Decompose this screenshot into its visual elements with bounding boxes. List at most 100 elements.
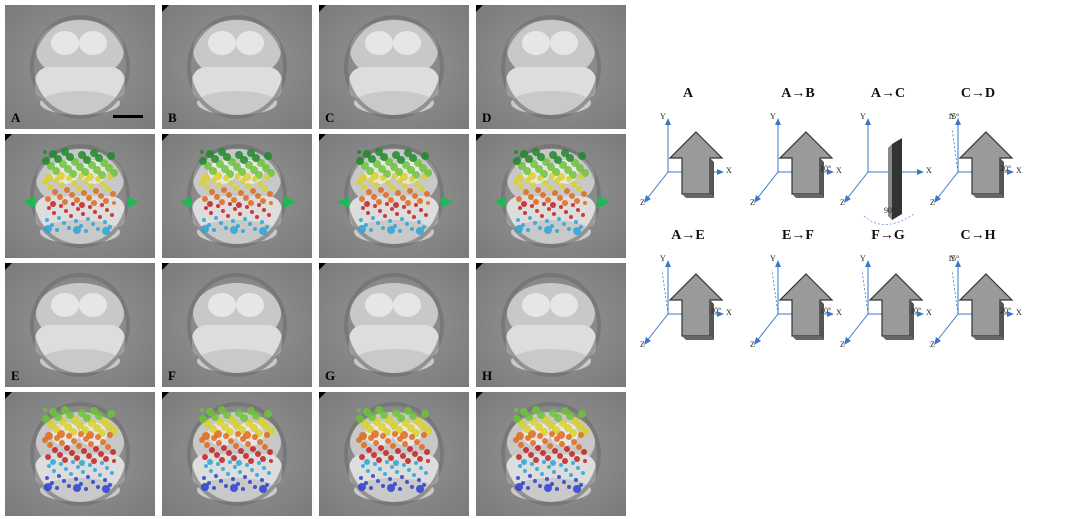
x-axis-label: X: [1016, 308, 1022, 317]
orientation-diagram-c-to-h: C→H Y X Z 20° 15°: [928, 228, 1028, 368]
orientation-diagram-a-to-c: A→C Y X Z 90°: [838, 86, 938, 226]
model-overlay-panel-a: [5, 134, 155, 258]
x-axis-label: X: [926, 166, 932, 175]
diagram-title: E→F: [782, 228, 814, 243]
electron-micrograph-panel-grid: A B C D: [5, 5, 626, 516]
z-axis-label: Z: [930, 340, 935, 349]
x-axis-label: X: [726, 308, 732, 317]
model-overlay-panel-h: [476, 392, 626, 516]
z-axis-label: Z: [640, 340, 645, 349]
corner-marker: [476, 5, 483, 12]
x-axis-label: X: [926, 308, 932, 317]
green-arrowhead-left: [180, 196, 192, 208]
axes-and-arrow-graphic: [644, 118, 724, 203]
axes-and-arrow-graphic: [934, 260, 1014, 345]
green-arrowhead-left: [23, 196, 35, 208]
panel-label: E: [11, 368, 20, 383]
axes-and-arrow-graphic: [754, 118, 834, 203]
corner-marker: [162, 134, 169, 141]
class-average-panel-a: A: [5, 5, 155, 129]
model-overlay-panel-b: [162, 134, 312, 258]
class-average-panel-e: E: [5, 263, 155, 387]
panel-label: C: [325, 110, 335, 125]
corner-marker: [162, 263, 169, 270]
panel-label: H: [482, 368, 493, 383]
orientation-diagram-a-to-b: A→B Y X Z 10°: [748, 86, 848, 226]
green-arrowhead-right: [441, 196, 453, 208]
diagram-title: C→D: [960, 86, 996, 101]
diagram-title: A→E: [671, 228, 705, 243]
rotation-angle-label: 10°: [910, 306, 922, 315]
model-overlay-panel-g: [319, 392, 469, 516]
atomic-model-overlay: [356, 406, 432, 493]
axes-and-arrow-graphic: [934, 118, 1014, 203]
rotation-angle-label: 10°: [710, 306, 722, 315]
z-axis-label: Z: [840, 340, 845, 349]
corner-marker: [476, 134, 483, 141]
z-axis-label: Z: [750, 340, 755, 349]
y-axis-label: Y: [770, 112, 776, 121]
green-arrowhead-right: [127, 196, 139, 208]
rotation-angle-label: 20°: [1000, 164, 1012, 173]
x-axis-label: X: [1016, 166, 1022, 175]
model-overlay-panel-e: [5, 392, 155, 516]
diagram-title: C→H: [960, 228, 996, 243]
atomic-model-overlay: [199, 406, 275, 493]
atomic-model-overlay: [513, 406, 589, 493]
rotation-angle-label: 20°: [1000, 306, 1012, 315]
panel-label: F: [168, 368, 176, 383]
x-axis-label: X: [836, 308, 842, 317]
z-axis-label: Z: [840, 198, 845, 207]
atomic-model-overlay: [356, 148, 432, 235]
class-average-panel-d: D: [476, 5, 626, 129]
y-axis-label: Y: [860, 112, 866, 121]
class-average-panel-c: C: [319, 5, 469, 129]
orientation-diagram-f-to-g: F→G Y X Z 10°: [838, 228, 938, 368]
z-axis-label: Z: [640, 198, 645, 207]
green-arrowhead-left: [494, 196, 506, 208]
orientation-diagram-a-to-e: A→E Y X Z 10°: [638, 228, 738, 368]
y-axis-label: Y: [770, 254, 776, 263]
tilt-angle-label: 15°: [948, 112, 960, 121]
axes-and-arrow-graphic: [644, 260, 724, 345]
corner-marker: [5, 392, 12, 399]
class-average-panel-g: G: [319, 263, 469, 387]
green-arrowhead-right: [284, 196, 296, 208]
x-axis-label: X: [726, 166, 732, 175]
model-overlay-panel-d: [476, 134, 626, 258]
orientation-diagram-grid: A Y X Z A→B Y X Z 10° A→C: [640, 0, 1068, 519]
axes-and-arrow-graphic: [754, 260, 834, 345]
panel-label: G: [325, 368, 336, 383]
corner-marker: [319, 5, 326, 12]
z-axis-label: Z: [750, 198, 755, 207]
panel-label: B: [168, 110, 177, 125]
corner-marker: [476, 392, 483, 399]
y-axis-label: Y: [950, 112, 956, 121]
atomic-model-overlay: [42, 148, 118, 235]
corner-marker: [162, 5, 169, 12]
orientation-diagram-c-to-d: C→D Y X Z 20° 15°: [928, 86, 1028, 226]
corner-marker: [319, 263, 326, 270]
green-arrowhead-left: [337, 196, 349, 208]
panel-label: A: [11, 110, 21, 125]
model-overlay-panel-f: [162, 392, 312, 516]
class-average-panel-h: H: [476, 263, 626, 387]
corner-marker: [5, 134, 12, 141]
diagram-title: F→G: [871, 228, 905, 243]
atomic-model-overlay: [42, 406, 118, 493]
axes-and-arrow-graphic: [844, 260, 924, 345]
corner-marker: [162, 392, 169, 399]
rotation-angle-label: 10°: [820, 164, 832, 173]
tilt-angle-label: 15°: [948, 254, 960, 263]
rotation-angle-label: 90°: [884, 206, 896, 215]
scale-bar: [113, 115, 143, 118]
green-arrowhead-right: [598, 196, 610, 208]
panel-label: D: [482, 110, 492, 125]
y-axis-label: Y: [860, 254, 866, 263]
y-axis-label: Y: [660, 112, 666, 121]
orientation-diagram-e-to-f: E→F Y X Z 10°: [748, 228, 848, 368]
axes-and-arrow-graphic: [844, 118, 924, 225]
corner-marker: [5, 263, 12, 270]
atomic-model-overlay: [199, 148, 275, 235]
x-axis-label: X: [836, 166, 842, 175]
